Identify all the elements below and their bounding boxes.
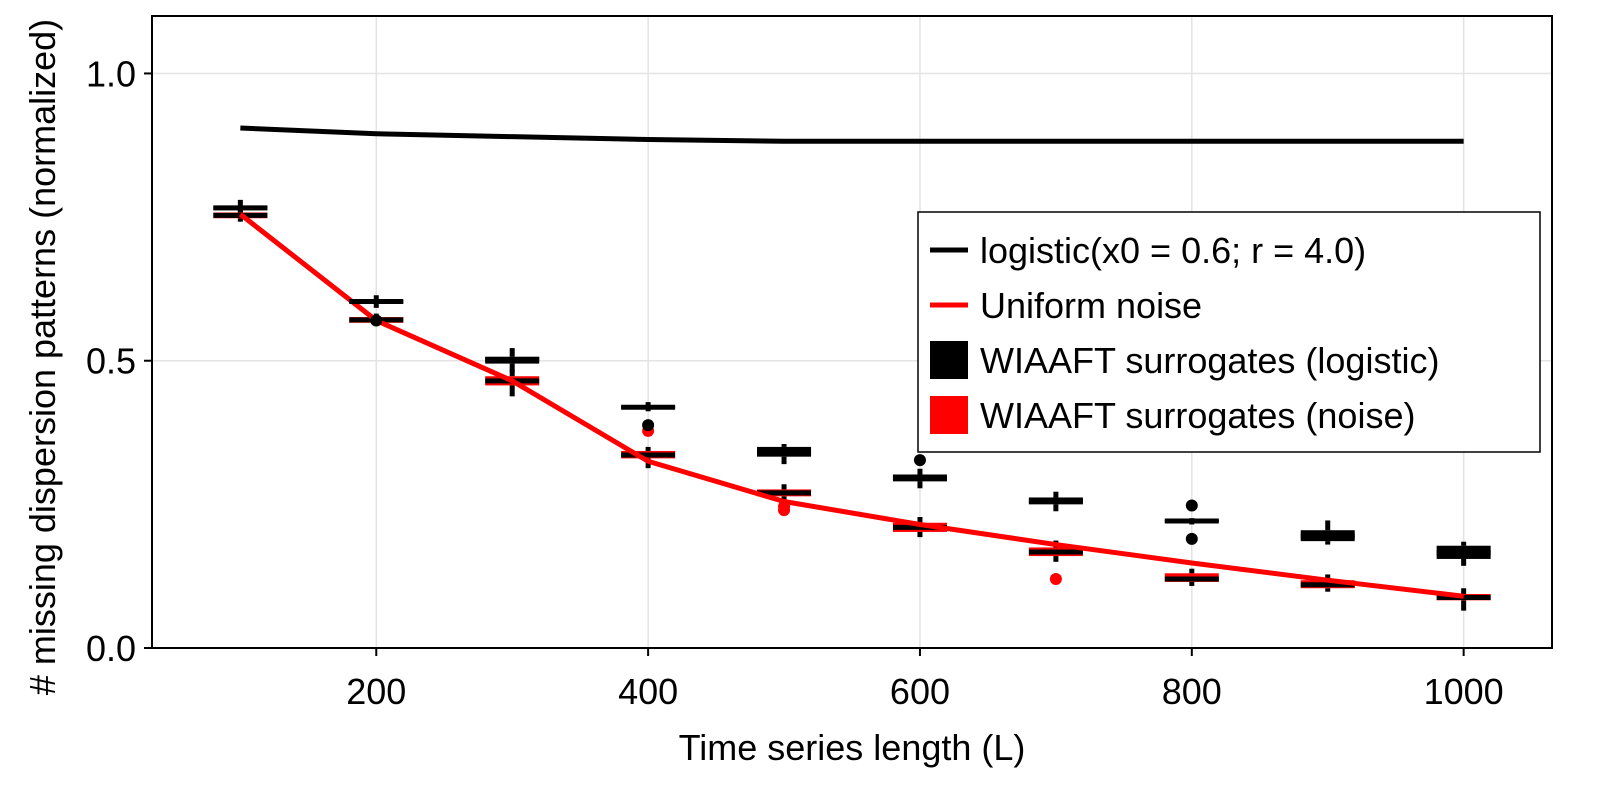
box-outlier — [642, 419, 655, 432]
legend-label-uniform-noise: Uniform noise — [980, 285, 1202, 326]
legend-label-wiaaft-logistic: WIAAFT surrogates (logistic) — [980, 340, 1439, 381]
legend: logistic(x0 = 0.6; r = 4.0) Uniform nois… — [917, 211, 1541, 453]
line-series-0 — [240, 125, 1464, 144]
plot-area — [213, 125, 1491, 611]
plot-frame — [151, 15, 1553, 649]
y-axis-title: # missing dispersion patterns (normalize… — [22, 19, 63, 695]
x-tick-label: 1000 — [1424, 671, 1504, 712]
y-tick-label: 0.0 — [86, 628, 136, 669]
legend-label-logistic: logistic(x0 = 0.6; r = 4.0) — [980, 230, 1366, 271]
legend-box — [917, 211, 1541, 453]
x-axis-title: Time series length (L) — [679, 727, 1026, 768]
y-tick-label: 0.5 — [86, 341, 136, 382]
box-series-2 — [213, 199, 1491, 566]
box-outlier — [1049, 573, 1062, 586]
x-tick-label: 400 — [618, 671, 678, 712]
y-tick-label: 1.0 — [86, 53, 136, 94]
axis-ticks: 200 400 600 800 1000 0.0 0.5 1.0 — [86, 53, 1504, 712]
box-outlier — [1185, 532, 1198, 545]
x-tick-label: 200 — [346, 671, 406, 712]
line-series-1 — [238, 212, 1464, 599]
legend-label-wiaaft-noise: WIAAFT surrogates (noise) — [980, 395, 1415, 436]
legend-symbol-wiaaft-noise — [930, 396, 968, 434]
x-tick-label: 600 — [890, 671, 950, 712]
legend-symbol-wiaaft-logistic — [930, 341, 968, 379]
box-outlier — [913, 454, 926, 467]
box-outlier — [370, 314, 383, 327]
x-tick-label: 800 — [1162, 671, 1222, 712]
box-outlier — [1185, 499, 1198, 512]
